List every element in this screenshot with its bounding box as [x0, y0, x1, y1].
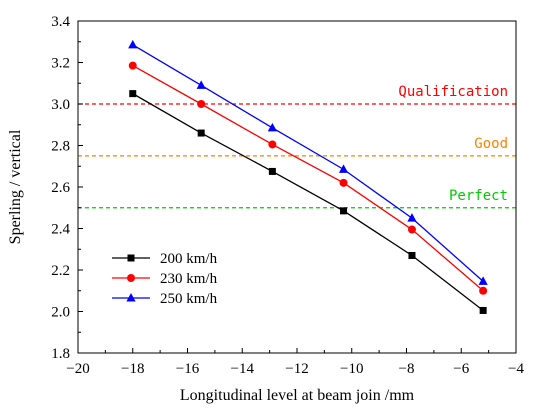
x-tick-label: −8 [399, 361, 415, 377]
x-tick-label: −14 [231, 361, 255, 377]
reference-label: Good [474, 136, 508, 152]
x-tick-label: −6 [453, 361, 469, 377]
x-tick-label: −18 [121, 361, 144, 377]
y-tick-label: 2.6 [51, 180, 70, 196]
data-point-triangle [407, 213, 417, 222]
data-point-triangle [267, 122, 277, 132]
series-layer [128, 39, 488, 314]
x-tick-label: −16 [176, 361, 200, 377]
y-tick-label: 2.4 [51, 222, 70, 238]
y-tick-label: 3.2 [51, 56, 70, 72]
data-point-circle [197, 100, 206, 108]
data-point-square [340, 207, 348, 215]
reference-label: Qualification [398, 84, 508, 100]
data-point-circle [479, 286, 488, 295]
x-tick-label: −20 [66, 361, 89, 377]
legend: 200 km/h 230 km/h 250 km/h [112, 251, 218, 307]
y-tick-label: 3.4 [51, 14, 70, 30]
data-point-square [127, 254, 135, 262]
data-point-circle [127, 274, 135, 282]
data-point-square [268, 167, 276, 175]
data-point-circle [339, 178, 348, 187]
series-200-km-h [129, 90, 487, 314]
data-point-triangle [478, 276, 488, 285]
x-axis-title: Longitudinal level at beam join /mm [180, 387, 415, 404]
series-line [132, 93, 484, 311]
series-250-km-h [128, 39, 488, 285]
axes: −20 −18 −16 −14 −12 −10 −8 −6 −4 1.8 2.0 2.2 2.4 2.6 2… [51, 14, 524, 377]
reference-lines: Qualification Good Perfect [78, 84, 516, 209]
legend-item: 230 km/h [112, 271, 218, 287]
legend-label: 230 km/h [160, 271, 218, 287]
series-line [132, 65, 484, 292]
legend-item: 250 km/h [112, 291, 218, 307]
y-tick-label: 2.0 [51, 305, 70, 321]
x-tick-label: −4 [508, 361, 524, 377]
x-tick-label: −12 [285, 361, 308, 377]
legend-item: 200 km/h [112, 251, 218, 267]
y-tick-label: 1.8 [51, 346, 70, 362]
y-tick-label: 3.0 [51, 97, 70, 113]
legend-label: 250 km/h [160, 291, 218, 307]
data-point-circle [128, 61, 137, 70]
data-point-square [479, 306, 487, 314]
x-tick-label: −10 [340, 361, 363, 377]
data-point-square [408, 251, 416, 259]
reference-label: Perfect [449, 188, 508, 204]
y-axis-title: Sperling / vertical [7, 129, 24, 244]
data-point-square [129, 90, 137, 98]
y-tick-label: 2.2 [51, 263, 70, 279]
data-point-triangle [126, 293, 136, 302]
data-point-triangle [196, 80, 206, 89]
series-230-km-h [128, 61, 488, 295]
data-point-circle [407, 225, 416, 234]
legend-label: 200 km/h [160, 251, 218, 267]
data-point-triangle [128, 39, 138, 49]
series-line [132, 44, 484, 282]
data-point-circle [268, 140, 277, 149]
data-point-triangle [338, 164, 349, 173]
data-point-square [197, 129, 205, 137]
y-tick-label: 2.8 [51, 139, 70, 155]
